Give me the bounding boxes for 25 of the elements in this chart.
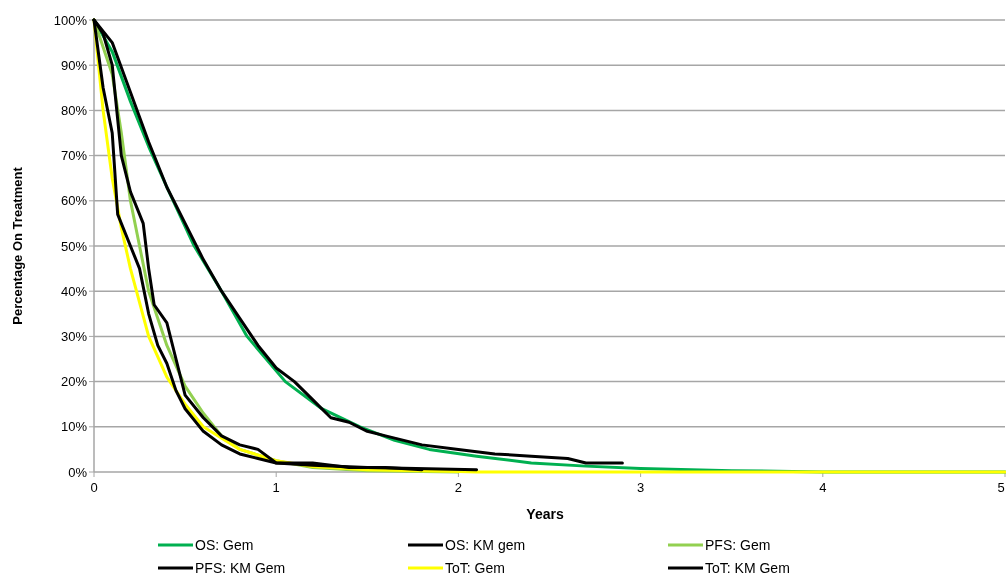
legend-label: ToT: KM Gem <box>705 559 790 576</box>
y-tick-label: 80% <box>60 102 88 118</box>
legend-label: ToT: Gem <box>445 559 505 576</box>
y-tick-label: 60% <box>60 193 88 209</box>
y-tick-label: 100% <box>53 12 88 28</box>
y-tick-label: 70% <box>60 148 88 164</box>
y-tick-label: 30% <box>60 328 88 344</box>
x-tick-label: 0 <box>90 480 98 495</box>
x-tick-label: 3 <box>636 480 645 495</box>
x-tick-label: 2 <box>454 480 463 495</box>
y-tick-label: 90% <box>60 57 88 73</box>
y-tick-label: 20% <box>60 374 88 390</box>
y-axis-title: Percentage On Treatment <box>10 166 25 325</box>
y-tick-label: 10% <box>60 419 88 435</box>
legend-label: PFS: KM Gem <box>195 559 286 576</box>
y-tick-label: 0% <box>68 464 88 480</box>
x-axis-title: Years <box>526 506 564 522</box>
legend-label: OS: Gem <box>195 536 254 553</box>
y-tick-label: 40% <box>60 283 88 299</box>
x-tick-label: 5 <box>997 480 1005 495</box>
y-tick-label: 50% <box>60 238 88 254</box>
x-tick-label: 4 <box>819 480 827 495</box>
x-tick-label: 1 <box>272 480 280 495</box>
legend-label: PFS: Gem <box>705 536 771 553</box>
legend-label: OS: KM gem <box>445 536 526 553</box>
